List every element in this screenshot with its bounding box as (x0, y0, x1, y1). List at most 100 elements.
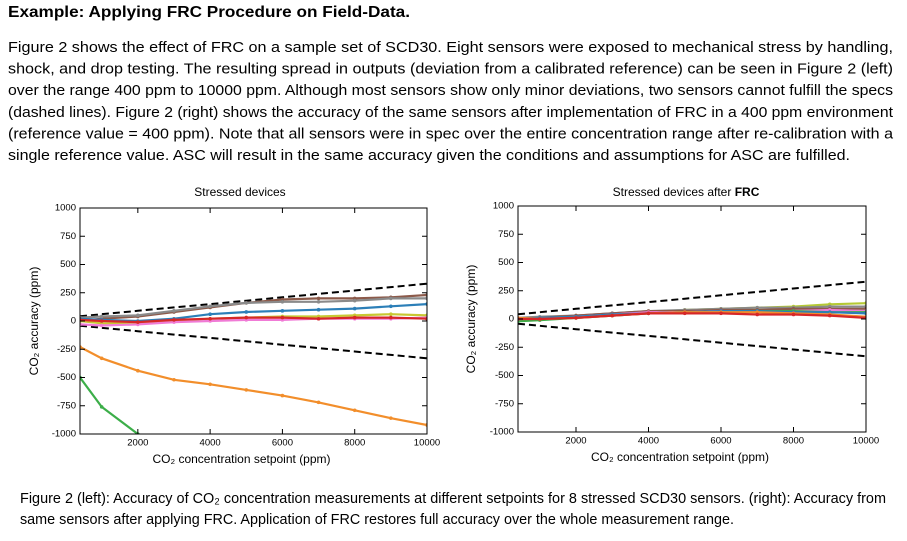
x-axis-label: CO₂ concentration setpoint (ppm) (152, 452, 330, 466)
series-point (136, 313, 140, 318)
series-point (352, 408, 357, 413)
spec-line (80, 324, 427, 360)
y-tick-label: -750 (57, 400, 76, 411)
series-point (316, 400, 321, 405)
series-point (208, 382, 212, 387)
series-point (280, 393, 285, 398)
y-tick-label: -500 (495, 370, 514, 381)
series-point (316, 299, 321, 304)
paragraph-line: shock, and drop testing. The resulting s… (8, 61, 893, 78)
x-tick-label: 6000 (272, 438, 293, 449)
series-point (352, 306, 357, 311)
x-tick-label: 8000 (783, 436, 804, 447)
series-line (80, 346, 427, 427)
y-tick-label: -1000 (52, 429, 76, 440)
heading: Example: Applying FRC Procedure on Field… (8, 4, 410, 21)
y-tick-label: 500 (498, 257, 514, 268)
series-point (316, 316, 321, 321)
series-point (244, 301, 249, 305)
chart: Stressed devices after FRC -1000 -750 -500 -… (464, 185, 879, 464)
series-point (99, 323, 104, 328)
series-point (316, 307, 321, 312)
chart-title-text: Stressed devices after (613, 185, 732, 199)
y-tick-label: -250 (57, 344, 76, 355)
series-point (172, 318, 176, 322)
y-tick-label: 0 (71, 316, 76, 327)
y-tick-label: -1000 (490, 427, 514, 438)
series-point (574, 316, 578, 320)
x-axis-label: CO₂ concentration setpoint (ppm) (591, 450, 769, 464)
x-tick-label: 4000 (638, 436, 659, 447)
series-point (280, 309, 285, 313)
series-point (389, 312, 393, 317)
series-line (80, 376, 139, 434)
y-tick-label: 750 (498, 229, 514, 240)
series-point (208, 304, 212, 309)
x-tick-label: 10000 (414, 438, 440, 449)
series-point (244, 388, 249, 392)
chart-title: Stressed devices after FRC (613, 185, 760, 199)
x-tick-label: 10000 (853, 436, 879, 447)
y-tick-label: 500 (60, 259, 76, 270)
paragraph-line: single reference value. ASC will result … (8, 147, 850, 164)
series-point (208, 316, 212, 321)
y-tick-label: 0 (509, 314, 514, 325)
spec-line (80, 282, 427, 318)
series-point (280, 315, 285, 320)
x-tick-label: 4000 (200, 438, 221, 449)
series-point (791, 312, 796, 317)
series-point (389, 416, 393, 420)
caption-line: same sensors after applying FRC. Applica… (20, 511, 734, 528)
spec-line (518, 280, 866, 316)
y-tick-label: 250 (60, 287, 76, 298)
y-tick-label: 250 (498, 285, 514, 296)
y-tick-label: -750 (495, 398, 514, 409)
y-tick-label: 1000 (55, 203, 76, 214)
x-tick-label: 8000 (344, 438, 365, 449)
series-point (244, 310, 249, 314)
series-point (244, 315, 249, 320)
x-tick-label: 6000 (710, 436, 731, 447)
series-point (208, 312, 212, 317)
series-point (827, 313, 832, 318)
chart-title: Stressed devices (194, 185, 285, 199)
paragraph-line: (reference value = 400 ppm). Note that a… (8, 125, 894, 142)
spec-line (518, 322, 866, 358)
y-axis-label: CO₂ accuracy (ppm) (464, 265, 478, 374)
series-point (352, 298, 357, 303)
series-point (389, 296, 393, 301)
x-tick-label: 2000 (565, 436, 586, 447)
series-point (136, 320, 140, 324)
series-point (280, 299, 285, 304)
series-point (352, 315, 357, 320)
y-tick-label: -500 (57, 372, 76, 383)
series-point (755, 312, 760, 317)
chart-title-bold: FRC (735, 185, 760, 199)
series-point (172, 377, 176, 382)
paragraph-line: (dashed lines). Figure 2 (right) shows t… (8, 104, 894, 121)
series-point (99, 405, 104, 409)
series-point (389, 304, 393, 309)
caption-line: Figure 2 (left): Accuracy of CO₂ concent… (20, 490, 886, 507)
paragraph-line: Figure 2 shows the effect of FRC on a sa… (8, 39, 893, 56)
y-tick-label: 1000 (493, 201, 514, 212)
series-point (99, 319, 104, 323)
chart: Stressed devices -1000 -750 -500 -250 0 250 500… (27, 185, 440, 466)
series-point (682, 311, 687, 316)
series-point (99, 314, 104, 319)
series-point (389, 315, 393, 320)
series-point (610, 313, 615, 318)
series-point (99, 356, 104, 361)
series-point (172, 309, 176, 313)
series-point (537, 317, 542, 321)
series-point (136, 368, 140, 373)
y-axis-label: CO₂ accuracy (ppm) (27, 267, 41, 376)
series-point (719, 311, 723, 316)
chart-title-text: Stressed devices (194, 185, 285, 199)
series-point (646, 311, 651, 316)
x-tick-label: 2000 (127, 438, 148, 449)
series-point (316, 296, 321, 301)
y-tick-label: -250 (495, 342, 514, 353)
y-tick-label: 750 (60, 231, 76, 242)
